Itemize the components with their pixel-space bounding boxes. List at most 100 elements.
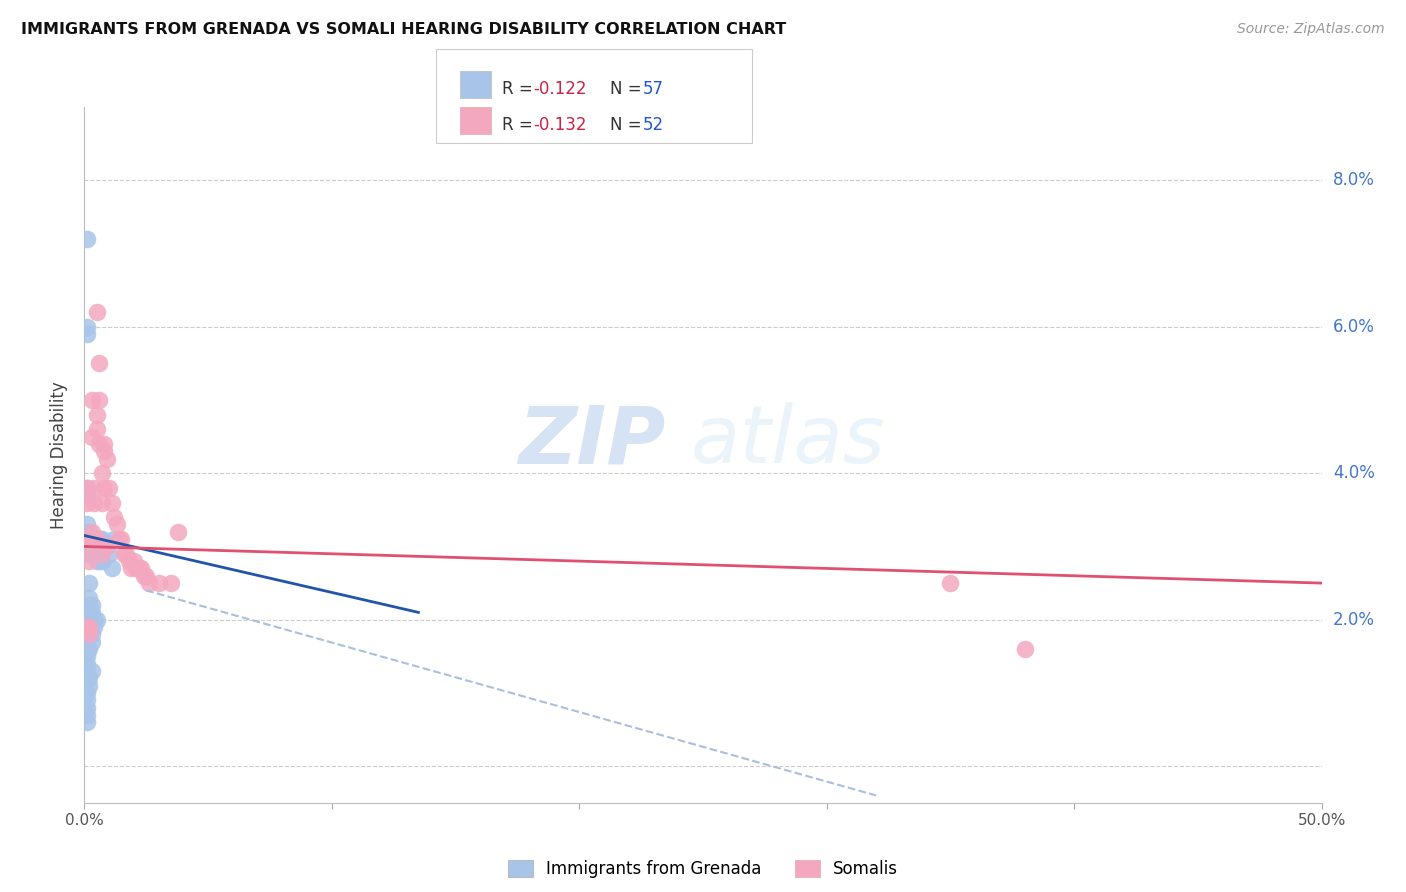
Point [103, 532, 125, 546]
Text: Source: ZipAtlas.com: Source: ZipAtlas.com [1237, 22, 1385, 37]
Point [80, 532, 103, 546]
Point [98, 481, 121, 495]
Point [79, 576, 101, 591]
Point [76, 707, 98, 722]
Text: 2.0%: 2.0% [1333, 611, 1375, 629]
Text: R =: R = [502, 80, 538, 98]
Legend: Immigrants from Grenada, Somalis: Immigrants from Grenada, Somalis [501, 854, 905, 885]
Text: ZIP: ZIP [519, 402, 666, 480]
Point [138, 576, 160, 591]
Point [79, 540, 101, 554]
Point [76, 495, 98, 509]
Text: N =: N = [610, 80, 647, 98]
Point [86, 305, 108, 319]
Point [76, 481, 98, 495]
Point [167, 524, 190, 539]
Text: -0.122: -0.122 [533, 80, 586, 98]
Point [93, 437, 115, 451]
Point [96, 451, 118, 466]
Point [76, 657, 98, 671]
Point [80, 547, 103, 561]
Point [90, 547, 112, 561]
Point [76, 327, 98, 342]
Point [79, 642, 101, 657]
Point [80, 606, 103, 620]
Point [79, 613, 101, 627]
Point [129, 561, 152, 575]
Point [80, 392, 103, 407]
Point [100, 495, 122, 509]
Point [76, 693, 98, 707]
Point [80, 598, 103, 612]
Point [79, 627, 101, 641]
Point [110, 532, 132, 546]
Point [98, 547, 121, 561]
Point [83, 613, 105, 627]
Text: -0.132: -0.132 [533, 116, 586, 134]
Point [80, 532, 103, 546]
Point [83, 532, 105, 546]
Point [86, 532, 108, 546]
Point [83, 540, 105, 554]
Point [79, 679, 101, 693]
Text: 6.0%: 6.0% [1333, 318, 1375, 335]
Point [79, 540, 101, 554]
Point [90, 554, 112, 568]
Point [89, 392, 111, 407]
Point [86, 613, 108, 627]
Point [80, 664, 103, 678]
Point [83, 495, 105, 509]
Point [89, 356, 111, 370]
Point [93, 444, 115, 458]
Point [76, 671, 98, 685]
Point [86, 408, 108, 422]
Point [79, 671, 101, 685]
Point [83, 481, 105, 495]
Point [76, 232, 98, 246]
Point [128, 561, 150, 575]
Point [76, 532, 98, 546]
Point [76, 517, 98, 532]
Point [1014, 642, 1036, 657]
Point [86, 532, 108, 546]
Point [80, 524, 103, 539]
Point [93, 481, 115, 495]
Point [79, 532, 101, 546]
Point [79, 620, 101, 634]
Y-axis label: Hearing Disability: Hearing Disability [51, 381, 69, 529]
Point [76, 700, 98, 714]
Point [76, 715, 98, 730]
Point [89, 437, 111, 451]
Point [125, 561, 148, 575]
Point [122, 554, 145, 568]
Point [93, 540, 115, 554]
Point [79, 591, 101, 605]
Point [105, 517, 128, 532]
Point [112, 547, 135, 561]
Point [79, 606, 101, 620]
Text: N =: N = [610, 116, 647, 134]
Point [135, 568, 157, 582]
Text: atlas: atlas [690, 402, 886, 480]
Point [80, 634, 103, 648]
Point [79, 532, 101, 546]
Point [148, 576, 170, 591]
Point [76, 319, 98, 334]
Point [132, 568, 155, 582]
Point [76, 481, 98, 495]
Text: 4.0%: 4.0% [1333, 464, 1375, 483]
Point [76, 488, 98, 502]
Point [96, 540, 118, 554]
Text: R =: R = [502, 116, 538, 134]
Point [76, 540, 98, 554]
Point [80, 627, 103, 641]
Point [90, 495, 112, 509]
Point [76, 620, 98, 634]
Point [103, 510, 125, 524]
Text: 52: 52 [643, 116, 664, 134]
Point [76, 547, 98, 561]
Point [90, 532, 112, 546]
Point [120, 561, 142, 575]
Point [76, 642, 98, 657]
Text: 8.0%: 8.0% [1333, 171, 1375, 189]
